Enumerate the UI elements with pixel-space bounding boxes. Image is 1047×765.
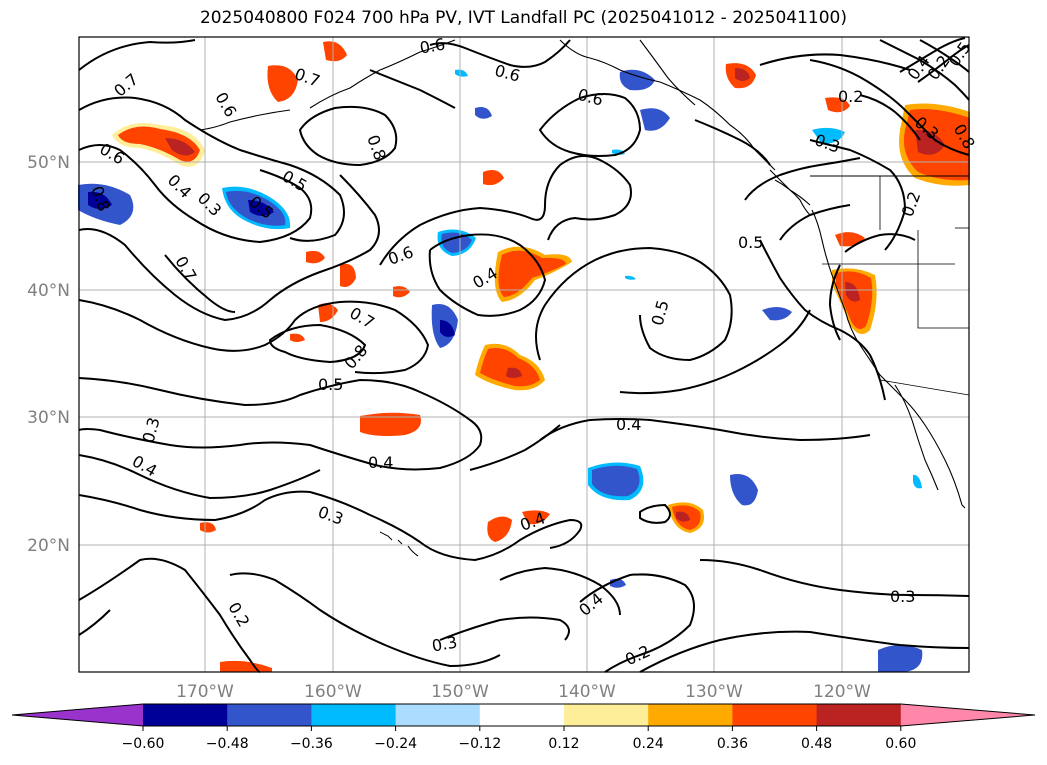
lon-label: 170°W (176, 682, 234, 702)
contour-label: 0.2 (622, 641, 653, 669)
contour-label: 0.2 (224, 599, 253, 631)
lat-label: 50°N (27, 153, 70, 173)
lat-label: 30°N (27, 408, 70, 428)
contour-label: 0.6 (576, 85, 606, 110)
colorbar-extend-low (12, 704, 143, 726)
colorbar-segment (564, 704, 649, 726)
contour-label: 0.5 (648, 298, 673, 328)
gridlines (79, 37, 969, 672)
contour-label: 0.6 (418, 34, 446, 57)
lon-label: 140°W (558, 682, 616, 702)
contour-label: 0.7 (171, 253, 200, 285)
contour-label: 0.8 (340, 341, 371, 373)
lon-label: 120°W (813, 682, 871, 702)
contour-label: 0.6 (386, 242, 416, 269)
colorbar-tick-label: −0.24 (374, 736, 417, 752)
contour-label: 0.4 (616, 415, 641, 434)
pv-contours (78, 37, 970, 673)
contour-label: 0.3 (194, 189, 225, 220)
map-title: 2025040800 F024 700 hPa PV, IVT Landfall… (199, 8, 847, 28)
contour-labels: 0.7 0.6 0.6 0.6 0.6 0.8 0.7 0.5 0.4 0.3 … (87, 34, 979, 669)
colorbar-tick-label: 0.60 (885, 736, 916, 752)
colorbar-tick-label: 0.24 (633, 736, 664, 752)
contour-label: 0.7 (110, 70, 142, 101)
lon-label: 130°W (685, 682, 743, 702)
contour-label: 0.3 (139, 415, 164, 445)
colorbar-segment (479, 704, 565, 726)
contour-label: 0.5 (738, 233, 763, 252)
contour-label: 0.7 (292, 64, 322, 91)
lon-label: 160°W (304, 682, 362, 702)
lat-axis: 50°N 40°N 30°N 20°N (27, 153, 70, 556)
colorbar-segment (227, 704, 312, 726)
colorbar-segment (143, 704, 228, 726)
contour-label: 0.2 (838, 87, 863, 106)
contour-label: 0.6 (493, 61, 523, 86)
contour-label: 0.4 (164, 171, 195, 202)
contour-label: 0.3 (890, 587, 915, 606)
colorbar: −0.60 −0.48 −0.36 −0.24 −0.12 0.12 0.24 0.36 0.4… (11, 703, 1036, 752)
colorbar-tick-label: 0.12 (548, 736, 579, 752)
lon-axis: 170°W 160°W 150°W 140°W 130°W 120°W (176, 682, 871, 702)
contour-label: 0.3 (316, 502, 346, 529)
negative-anomalies (78, 69, 923, 672)
contour-label: 0.2 (898, 189, 925, 219)
lon-label: 150°W (431, 682, 489, 702)
contour-label: 0.5 (318, 375, 343, 394)
contour-label: 0.4 (575, 589, 607, 620)
contour-label: 0.6 (211, 89, 240, 121)
contour-label: 0.4 (368, 453, 393, 472)
colorbar-segment (395, 704, 481, 726)
colorbar-tick-label: −0.36 (290, 736, 333, 752)
contour-label: 0.4 (129, 451, 161, 480)
colorbar-tick-label: −0.12 (458, 736, 501, 752)
colorbar-segment (732, 704, 818, 726)
colorbar-tick-label: 0.36 (717, 736, 748, 752)
colorbar-segment (816, 704, 902, 726)
contour-label: 0.3 (430, 632, 458, 655)
contour-label: 0.7 (346, 303, 378, 332)
coastlines (199, 39, 970, 557)
map-frame (78, 36, 970, 673)
colorbar-segment (311, 704, 397, 726)
lat-label: 20°N (27, 536, 70, 556)
colorbar-tick-label: 0.48 (801, 736, 832, 752)
colorbar-tick-label: −0.60 (122, 736, 165, 752)
lat-label: 40°N (27, 281, 70, 301)
contour-label: 0.8 (363, 132, 390, 162)
colorbar-segment (648, 704, 733, 726)
colorbar-extend-high (900, 704, 1035, 726)
colorbar-tick-label: −0.48 (206, 736, 249, 752)
